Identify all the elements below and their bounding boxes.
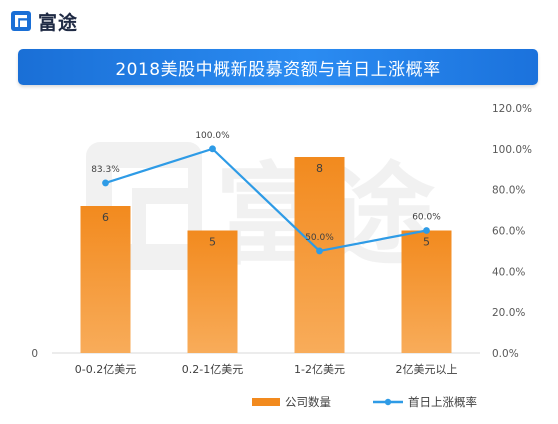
line-series-path xyxy=(105,147,427,253)
line-value-label: 60.0% xyxy=(412,213,441,223)
bar-value-label: 5 xyxy=(209,236,216,249)
category-label: 0.2-1亿美元 xyxy=(182,363,243,376)
bar-value-label: 6 xyxy=(102,211,109,224)
y-left-tick-label: 0 xyxy=(31,348,38,360)
y-right-tick-label: 0.0% xyxy=(492,348,519,360)
futu-logo-icon xyxy=(11,11,31,31)
bar xyxy=(187,230,238,353)
brand-name: 富途 xyxy=(38,11,79,34)
legend-swatch-bars xyxy=(252,398,280,406)
legend-label-line: 首日上涨概率 xyxy=(408,395,477,409)
bar xyxy=(401,230,452,353)
line-point xyxy=(102,179,109,187)
title-bar: 2018美股中概新股募资额与首日上涨概率 xyxy=(18,49,538,85)
legend: 公司数量 首日上涨概率 xyxy=(252,395,477,409)
y-right-tick-label: 40.0% xyxy=(492,266,525,278)
category-label: 2亿美元以上 xyxy=(396,363,458,376)
category-label: 1-2亿美元 xyxy=(294,363,345,376)
line-point xyxy=(209,145,216,153)
brand: 富途 xyxy=(10,8,78,34)
legend-swatch-marker xyxy=(384,398,392,406)
bar-value-label: 8 xyxy=(316,162,323,175)
chart-title: 2018美股中概新股募资额与首日上涨概率 xyxy=(115,59,441,80)
bar-value-label: 5 xyxy=(423,236,430,249)
line-value-label: 100.0% xyxy=(195,131,230,141)
line-value-label: 83.3% xyxy=(91,165,120,175)
y-right-tick-label: 20.0% xyxy=(492,307,525,319)
line-point xyxy=(316,247,323,255)
bar xyxy=(294,157,345,353)
legend-label-bars: 公司数量 xyxy=(285,395,331,409)
y-right-tick-label: 100.0% xyxy=(492,144,532,156)
line-point xyxy=(423,227,430,234)
y-right-tick-label: 120.0% xyxy=(492,103,532,115)
line-value-label: 50.0% xyxy=(305,233,334,243)
category-label: 0-0.2亿美元 xyxy=(75,363,136,376)
watermark: 富途 xyxy=(86,142,435,280)
bar xyxy=(80,206,131,353)
y-right-tick-label: 80.0% xyxy=(492,185,525,197)
y-right-tick-label: 60.0% xyxy=(492,226,525,238)
